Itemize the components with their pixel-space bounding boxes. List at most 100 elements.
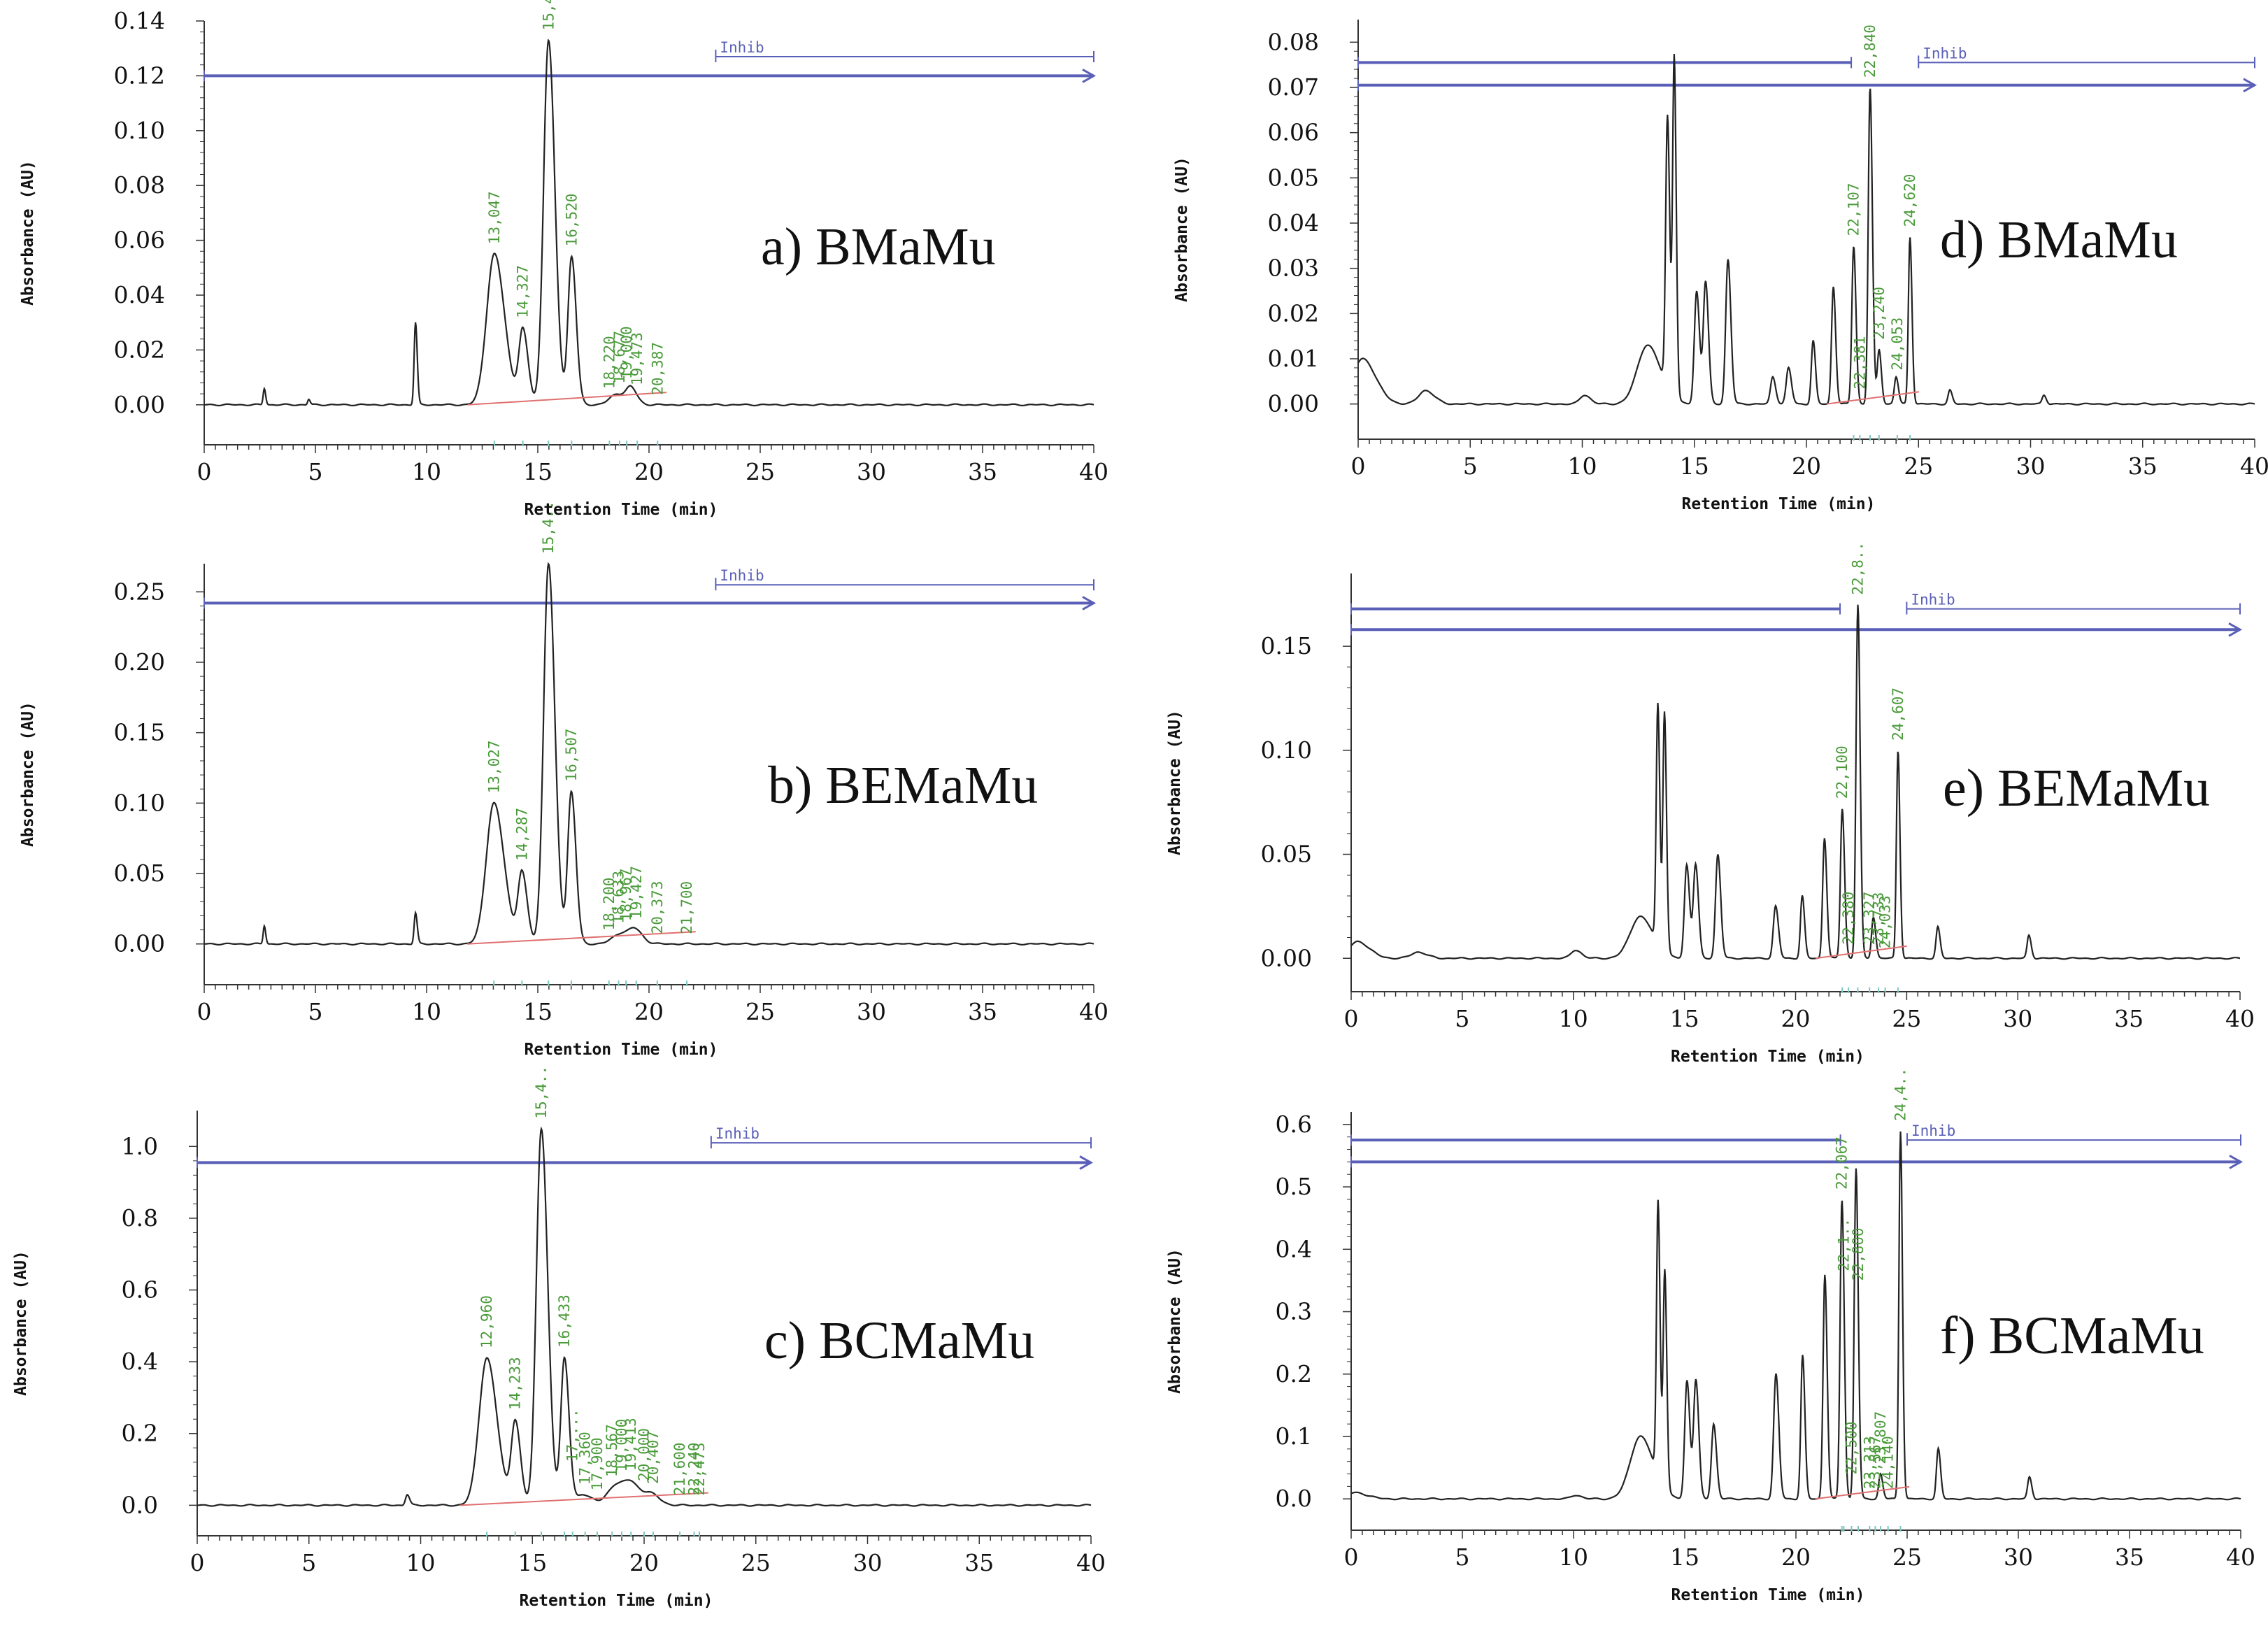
y-tick-label: 0.08 (114, 171, 165, 199)
y-tick-label: 0.10 (114, 117, 165, 144)
integration-baseline (1826, 391, 1920, 405)
peak-label: 22,100 (1834, 746, 1850, 799)
y-tick-label: 0.02 (1268, 299, 1319, 327)
peak-label: 16,507 (563, 729, 580, 782)
peak-label: 23,733 (1870, 892, 1887, 946)
chart-panel-f: 0 5 10 15 20 25 30 35 40 0.0 0.1 0.2 0.3 0.4 0.5 0.6 Ret… (1166, 1068, 2255, 1604)
x-tick-label: 25 (1904, 452, 1933, 480)
y-tick-label: 0.00 (114, 930, 165, 957)
peak-label: 23,240 (1871, 287, 1888, 340)
x-tick-label: 5 (1455, 1005, 1469, 1032)
peak-label: 22,1.. (1835, 1218, 1852, 1271)
peak-label: 24,140 (1880, 1436, 1897, 1489)
y-tick-label: 0.2 (122, 1420, 158, 1447)
x-tick-label: 5 (308, 998, 323, 1025)
y-axis-title: Absorbance (AU) (1173, 157, 1191, 302)
peak-label: 24,620 (1902, 174, 1918, 227)
peak-label: 19,000 (618, 326, 635, 379)
y-tick-label: 0.03 (1268, 255, 1319, 282)
peak-label: 15,4.. (540, 501, 557, 554)
y-axis-title: Absorbance (AU) (1166, 1248, 1184, 1394)
x-tick-label: 35 (968, 458, 997, 485)
integration-baseline (467, 392, 667, 406)
x-tick-label: 30 (2004, 1543, 2033, 1571)
x-tick-label: 0 (1351, 452, 1366, 480)
peak-label: 16,433 (556, 1295, 573, 1348)
panel-label: d) BMaMu (1940, 211, 2178, 269)
y-tick-label: 0.10 (114, 789, 165, 816)
chart-panel-b: 0 5 10 15 20 25 30 35 40 0.00 0.05 0.10 0.15 0.20 0.25… (19, 501, 1108, 1059)
chromatogram-trace (1350, 604, 2241, 960)
y-tick-label: 0.07 (1268, 73, 1319, 101)
chromatogram-trace (197, 1126, 1092, 1507)
peak-label: 14,233 (507, 1357, 524, 1410)
x-tick-label: 15 (1670, 1005, 1699, 1032)
inhib-label: Inhib (1923, 45, 1967, 62)
y-tick-label: 0.04 (1268, 209, 1319, 236)
peak-label: 15,4.. (540, 0, 557, 30)
x-tick-label: 30 (2003, 1005, 2032, 1032)
y-tick-label: 0.4 (1276, 1235, 1312, 1262)
peak-label: 22,381 (1851, 336, 1868, 390)
y-tick-label: 0.00 (1268, 390, 1319, 418)
chromatogram-trace (1357, 54, 2255, 406)
y-tick-label: 0.00 (114, 391, 165, 418)
y-tick-label: 0.0 (1276, 1485, 1312, 1512)
y-tick-label: 0.14 (114, 7, 165, 34)
x-tick-label: 10 (406, 1549, 436, 1576)
peak-label: 18,677 (611, 331, 628, 384)
x-tick-label: 0 (1344, 1005, 1359, 1032)
peak-label: 22,107 (1846, 183, 1862, 236)
y-axis-title: Absorbance (AU) (1166, 710, 1184, 855)
x-tick-label: 20 (1792, 452, 1821, 480)
peak-label: 13,047 (486, 191, 503, 244)
y-tick-label: 0.25 (114, 578, 165, 605)
chromatogram-trace (204, 562, 1094, 946)
x-axis-title: Retention Time (min) (1671, 1586, 1865, 1604)
x-tick-label: 40 (1079, 998, 1108, 1025)
peak-label: 17,900 (589, 1437, 606, 1490)
x-axis-title: Retention Time (min) (1671, 1048, 1864, 1066)
peak-label: 20,000 (636, 1428, 652, 1481)
y-tick-label: 0.01 (1268, 345, 1319, 372)
y-tick-label: 0.00 (1261, 944, 1312, 971)
peak-label: 24,4.. (1892, 1068, 1909, 1121)
peak-label: 20,387 (649, 342, 666, 395)
x-tick-label: 0 (190, 1549, 205, 1576)
peak-label: 13,027 (485, 740, 502, 793)
x-tick-label: 25 (1892, 1543, 1922, 1571)
x-tick-label: 30 (2016, 452, 2046, 480)
peak-label: 14,327 (515, 265, 532, 318)
y-tick-label: 0.1 (1276, 1422, 1312, 1450)
reference-bar-arrow (2229, 1155, 2244, 1169)
y-tick-label: 0.05 (1261, 841, 1312, 868)
x-tick-label: 25 (746, 998, 775, 1025)
chart-panel-e: 0 5 10 15 20 25 30 35 40 0.00 0.05 0.10 0.15 Retentio… (1166, 542, 2255, 1066)
peak-label: 18,220 (601, 336, 618, 389)
y-tick-label: 1.0 (122, 1132, 158, 1160)
y-axis-title: Absorbance (AU) (19, 701, 37, 847)
reference-bar-arrow (2228, 622, 2243, 637)
x-tick-label: 5 (308, 458, 323, 485)
peak-label: 15,4.. (533, 1066, 550, 1119)
peak-label: 19,427 (628, 866, 645, 919)
x-tick-label: 40 (2225, 1005, 2255, 1032)
peak-label: 23,313 (1861, 1436, 1878, 1489)
chart-panel-a: 0 5 10 15 20 25 30 35 40 0.00 0.02 0.04 0.06 0.08 0.10… (19, 0, 1108, 519)
x-tick-label: 15 (523, 458, 552, 485)
y-tick-label: 0.06 (114, 227, 165, 254)
panel-label: f) BCMaMu (1940, 1306, 2204, 1365)
inhib-label: Inhib (1911, 592, 1955, 608)
y-tick-label: 0.20 (114, 648, 165, 676)
x-tick-label: 40 (2226, 1543, 2255, 1571)
peak-label: 17,360 (577, 1432, 594, 1485)
y-tick-label: 0.8 (122, 1204, 158, 1232)
peak-label: 22,473 (691, 1442, 708, 1495)
panel-label: b) BEMaMu (768, 756, 1038, 815)
chromatogram-trace (204, 38, 1094, 407)
peak-label: 24,053 (1889, 318, 1906, 371)
chart-panel-d: 0 5 10 15 20 25 30 35 40 0.00 0.01 0.02 0.03 0.04 0.05… (1173, 20, 2268, 513)
peak-label: 12,960 (478, 1295, 495, 1348)
x-tick-label: 35 (2128, 452, 2158, 480)
peak-label: 21,700 (678, 881, 695, 934)
